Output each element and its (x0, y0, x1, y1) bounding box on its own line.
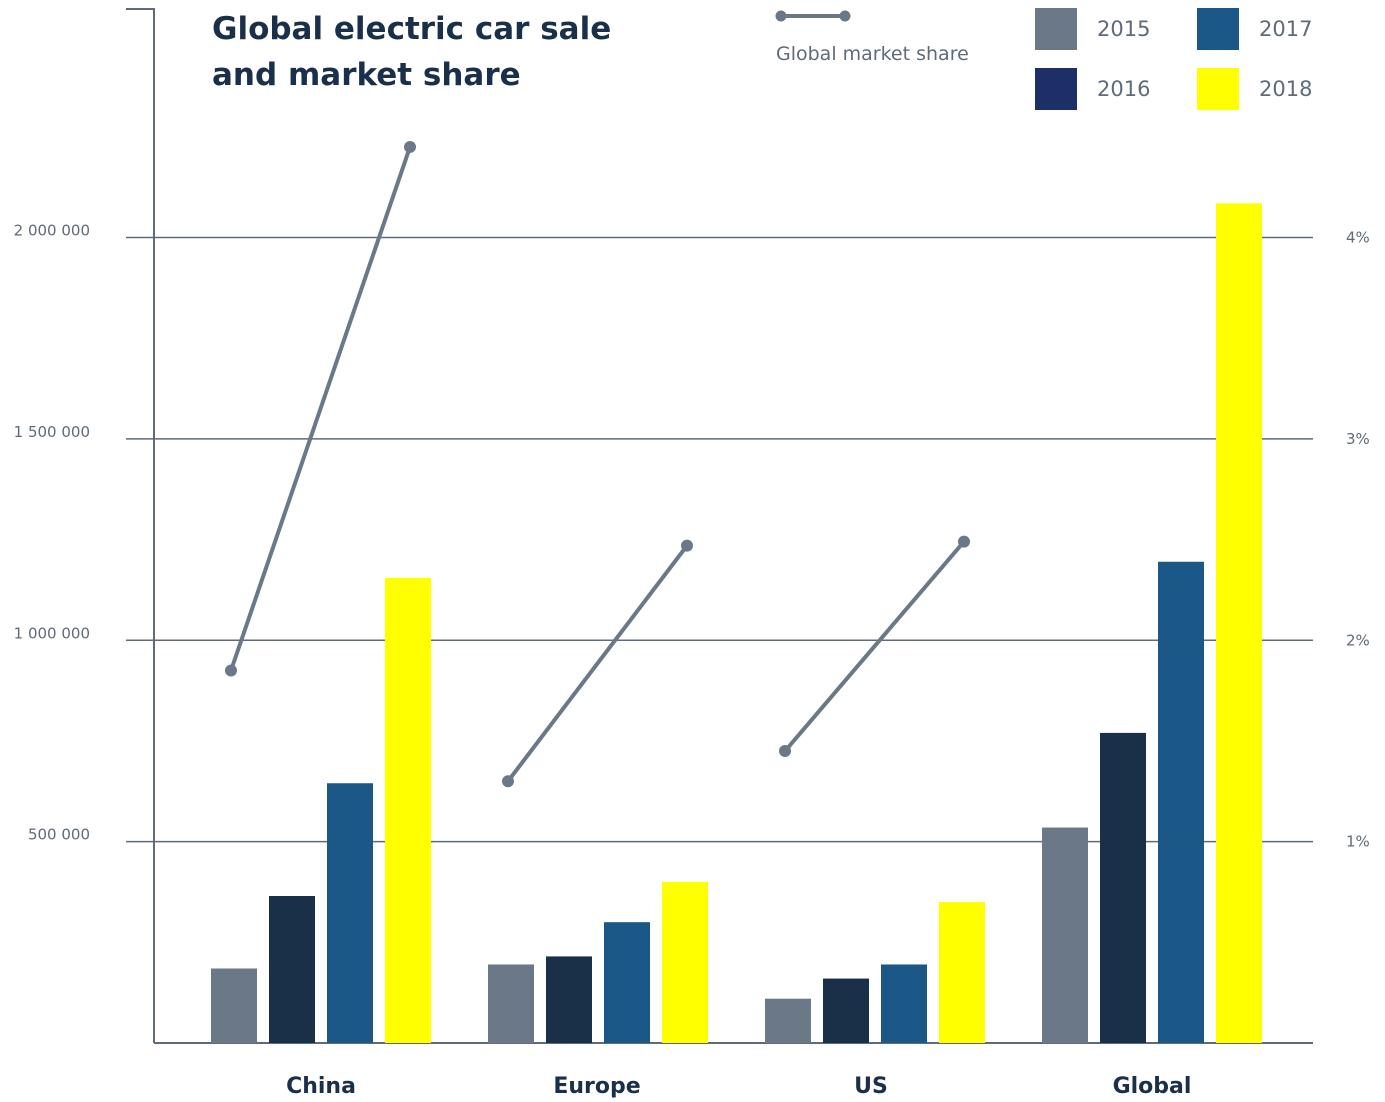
legend-swatch-2018 (1197, 68, 1239, 110)
y-right-tick-label: 1% (1346, 833, 1370, 851)
market-share-line-china (229, 146, 412, 672)
market-share-point-china-start (225, 664, 237, 677)
bars (211, 203, 1262, 1043)
legend-item-2018: 2018 (1197, 68, 1377, 110)
left-tick-labels: 500 000 1 000 000 1 500 000 2 000 000 (14, 222, 90, 844)
market-share-point-us-end (958, 535, 970, 548)
legend-label-2015: 2015 (1097, 17, 1151, 41)
legend-line-label: Global market share (776, 43, 969, 65)
y-left-tick-label: 2 000 000 (14, 222, 90, 240)
category-label-europe: Europe (553, 1074, 640, 1099)
legend-label-2018: 2018 (1259, 77, 1313, 101)
category-label-us: US (854, 1074, 888, 1099)
bar-global-2016 (1100, 732, 1146, 1043)
legend-item-2017: 2017 (1197, 8, 1377, 50)
market-share-point-europe-end (681, 539, 693, 552)
bar-europe-2018 (662, 881, 708, 1043)
bar-china-2017 (327, 783, 373, 1043)
market-share-line-us (783, 540, 966, 753)
bar-china-2016 (269, 896, 315, 1043)
market-share-point-china-end (404, 140, 416, 153)
right-tick-labels: 1% 2% 3% 4% (1346, 229, 1370, 851)
bar-china-2018 (385, 577, 431, 1043)
bar-us-2016 (823, 978, 869, 1043)
bar-us-2015 (765, 998, 811, 1043)
legend-item-2016: 2016 (1035, 68, 1215, 110)
y-left-tick-label: 1 000 000 (14, 624, 90, 642)
bar-global-2015 (1042, 827, 1088, 1043)
bar-europe-2017 (604, 922, 650, 1043)
category-label-global: Global (1113, 1074, 1192, 1099)
bar-global-2018 (1216, 203, 1262, 1043)
bar-us-2017 (881, 964, 927, 1043)
y-right-tick-label: 4% (1346, 229, 1370, 247)
bar-global-2017 (1158, 561, 1204, 1043)
bar-europe-2016 (546, 956, 592, 1043)
legend-swatch-2015 (1035, 8, 1077, 50)
y-left-tick-label: 1 500 000 (14, 423, 90, 441)
market-share-line-europe (506, 544, 689, 783)
market-share-point-europe-start (502, 775, 514, 788)
category-labels: China Europe US Global (286, 1074, 1191, 1099)
y-right-tick-label: 3% (1346, 430, 1370, 448)
legend-label-2017: 2017 (1259, 17, 1313, 41)
legend-swatch-2016 (1035, 68, 1077, 110)
legend-label-2016: 2016 (1097, 77, 1151, 101)
bar-china-2015 (211, 968, 257, 1043)
market-share-lines (225, 140, 970, 788)
y-right-tick-label: 2% (1346, 631, 1370, 649)
y-left-tick-label: 500 000 (28, 826, 90, 844)
legend-swatch-2017 (1197, 8, 1239, 50)
legend-item-2015: 2015 (1035, 8, 1215, 50)
category-label-china: China (286, 1074, 356, 1099)
bar-europe-2015 (488, 964, 534, 1043)
legend-line-icon (775, 10, 851, 22)
market-share-point-us-start (779, 745, 791, 758)
chart-title: Global electric car sale and market shar… (212, 11, 612, 93)
bar-us-2018 (939, 902, 985, 1043)
